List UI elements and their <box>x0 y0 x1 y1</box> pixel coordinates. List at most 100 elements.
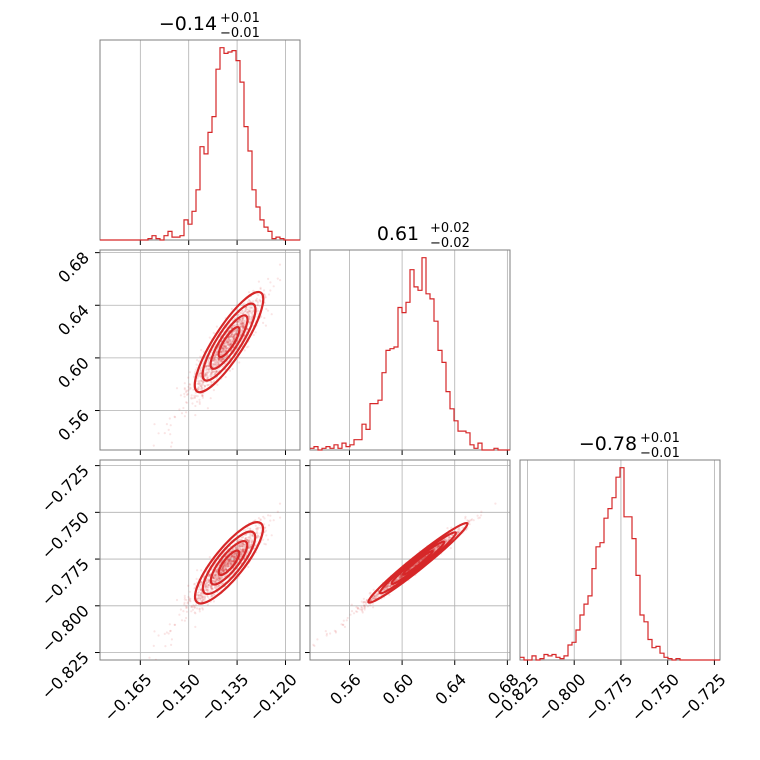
sample-point <box>232 555 235 558</box>
sample-point <box>225 565 228 568</box>
sample-point <box>220 576 223 579</box>
sample-point <box>248 539 251 543</box>
sample-point <box>390 584 393 588</box>
sample-point <box>212 389 215 392</box>
sample-point <box>205 371 209 374</box>
sample-point <box>208 356 211 360</box>
sample-point <box>242 326 245 329</box>
sample-point <box>222 570 225 573</box>
sample-point <box>389 585 392 588</box>
sample-point <box>227 561 230 565</box>
sample-point <box>226 561 229 565</box>
sample-point <box>244 538 247 541</box>
sample-point <box>222 345 225 348</box>
sample-point <box>224 568 227 571</box>
sample-point <box>445 540 448 543</box>
sample-point <box>436 546 439 549</box>
sample-point <box>167 428 170 431</box>
sample-point <box>231 340 234 343</box>
sample-point <box>201 394 204 397</box>
sample-point <box>239 311 242 314</box>
sample-point <box>200 594 203 597</box>
sample-point <box>222 358 225 361</box>
sample-point <box>242 544 245 547</box>
sample-point <box>200 384 203 387</box>
sample-point <box>214 572 217 575</box>
sample-point <box>186 389 189 392</box>
sample-point <box>234 555 237 558</box>
sample-point <box>229 560 232 563</box>
sample-point <box>242 325 245 328</box>
sample-point <box>236 323 239 326</box>
sample-point <box>231 340 235 343</box>
sample-point <box>232 333 235 336</box>
sample-point <box>243 349 246 352</box>
sample-point <box>230 342 233 345</box>
sample-point <box>232 559 235 563</box>
sample-point <box>243 310 246 313</box>
sample-point <box>233 556 236 559</box>
sample-point <box>231 333 234 336</box>
sample-point <box>400 574 403 577</box>
sample-point <box>227 343 230 346</box>
sample-point <box>197 382 200 385</box>
sample-point <box>334 631 337 634</box>
sample-point <box>234 332 237 335</box>
sample-point <box>220 568 224 571</box>
sample-point <box>224 561 227 564</box>
sample-point <box>240 542 243 546</box>
sample-point <box>165 631 168 634</box>
sample-point <box>233 338 236 341</box>
sample-point <box>451 533 454 537</box>
sample-point <box>240 328 243 331</box>
sample-point <box>220 569 223 572</box>
sample-point <box>232 335 235 338</box>
sample-point <box>183 392 186 395</box>
sample-point <box>201 594 204 597</box>
sample-point <box>259 300 262 303</box>
sample-point <box>212 358 215 362</box>
sample-point <box>195 577 198 581</box>
sample-point <box>188 590 191 593</box>
sample-point <box>227 341 230 344</box>
sample-point <box>227 341 230 344</box>
sample-point <box>224 561 227 564</box>
sample-point <box>233 553 236 556</box>
sample-point <box>216 570 219 573</box>
sample-point <box>243 310 247 313</box>
sample-point <box>243 316 246 319</box>
sample-point <box>239 323 242 326</box>
sample-point <box>235 329 238 332</box>
sample-point <box>226 560 229 563</box>
sample-point <box>217 361 220 364</box>
sample-point <box>230 559 233 563</box>
sample-point <box>236 319 239 323</box>
sample-point <box>232 337 235 340</box>
sample-point <box>468 520 471 524</box>
sample-point <box>222 564 225 567</box>
sample-point <box>229 563 232 566</box>
sample-point <box>203 597 206 601</box>
sample-point <box>221 569 224 572</box>
sample-point <box>363 600 366 603</box>
sample-point <box>196 395 199 398</box>
sample-point <box>224 349 228 352</box>
sample-point <box>233 332 236 336</box>
sample-point <box>148 463 150 465</box>
sample-point <box>233 554 236 557</box>
sample-point <box>235 332 238 335</box>
sample-point <box>225 568 228 572</box>
sample-point <box>414 563 417 566</box>
sample-point <box>235 552 238 556</box>
sample-point <box>224 349 227 352</box>
sample-point <box>220 571 223 574</box>
sample-point <box>221 566 224 570</box>
sample-point <box>246 311 249 314</box>
sample-point <box>242 548 245 551</box>
sample-point <box>383 588 386 591</box>
sample-point <box>387 584 390 588</box>
sample-point <box>444 538 447 541</box>
sample-point <box>199 593 202 596</box>
sample-point <box>226 564 229 567</box>
sample-point <box>229 343 232 346</box>
